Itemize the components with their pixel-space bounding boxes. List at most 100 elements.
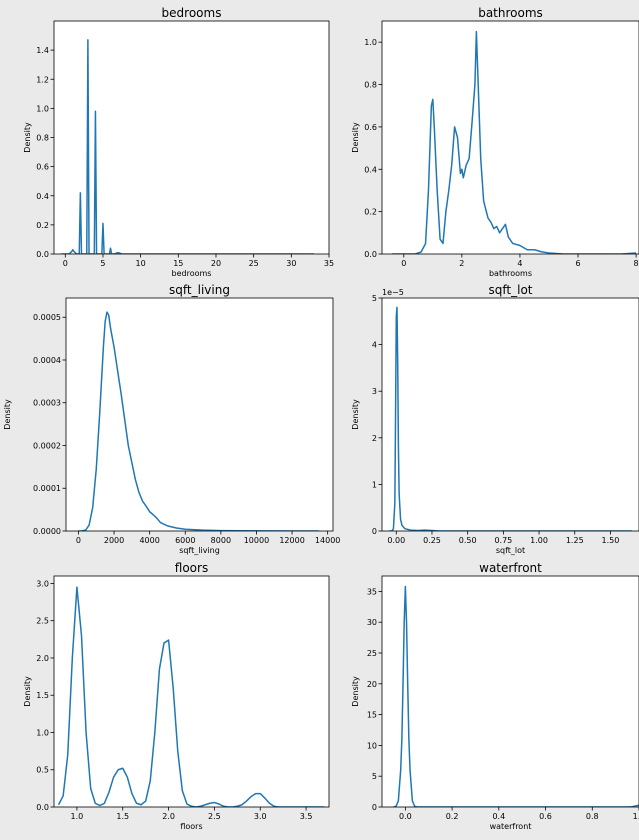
x-tick-label: 0.75 <box>494 536 512 545</box>
x-tick-label: 8 <box>634 259 639 268</box>
x-tick-label: 0 <box>401 259 406 268</box>
x-tick-label: 3.5 <box>300 812 313 821</box>
y-tick-label: 0.0002 <box>33 441 61 450</box>
subplot-title: floors <box>175 561 208 575</box>
subplot-sqft-lot: 0.00 0.25 0.50 0.75 1.00 1.25 1.50 0 1 2 3 4 5 1e−5 sq… <box>351 283 639 555</box>
x-tick-label: 2.0 <box>162 812 175 821</box>
x-tick-label: 1.0 <box>71 812 84 821</box>
x-tick-label: 0 <box>63 259 68 268</box>
density-line <box>392 30 637 254</box>
subplot-sqft-living: 0 2000 4000 6000 8000 10000 12000 14000 0.0000 0.… <box>3 283 340 555</box>
x-tick-label: 25 <box>249 259 259 268</box>
plot-area <box>382 298 639 531</box>
x-axis-label: waterfront <box>490 822 532 831</box>
y-tick-label: 3 <box>372 387 377 396</box>
y-tick-label: 2 <box>372 434 377 443</box>
x-tick-label: 0 <box>76 536 81 545</box>
x-tick-label: 0.8 <box>586 812 599 821</box>
subplot-title: bedrooms <box>162 6 222 20</box>
x-axis-label: floors <box>180 822 202 831</box>
axes-frame <box>65 297 334 532</box>
y-tick-label: 0.8 <box>36 134 49 143</box>
y-tick-label: 0.0001 <box>33 484 61 493</box>
y-offset-label: 1e−5 <box>382 288 404 297</box>
density-line <box>61 39 314 254</box>
subplot-floors: 1.0 1.5 2.0 2.5 3.0 3.5 0.0 0.5 1.0 1.5 2.0 2.5 3.0 f… <box>23 561 330 831</box>
y-tick-label: 0.0000 <box>33 527 61 536</box>
x-axis-label: sqft_living <box>179 546 220 555</box>
y-tick-label: 25 <box>367 649 377 658</box>
y-tick-label: 0.4 <box>364 165 377 174</box>
y-tick-label: 0.5 <box>36 766 49 775</box>
density-line <box>78 311 319 531</box>
y-tick-label: 20 <box>367 680 377 689</box>
y-axis-label: Density <box>351 399 360 430</box>
y-tick-label: 0.6 <box>36 163 49 172</box>
plot-area <box>66 298 333 531</box>
y-tick-label: 10 <box>367 741 377 750</box>
y-axis-label: Density <box>23 676 32 707</box>
axes-frame <box>381 575 639 808</box>
x-tick-label: 1.25 <box>566 536 584 545</box>
y-axis-label: Density <box>3 399 12 430</box>
y-tick-label: 2.0 <box>36 654 49 663</box>
y-tick-label: 0.0 <box>36 250 49 259</box>
subplot-title: sqft_living <box>169 283 230 297</box>
subplot-bathrooms: 0 2 4 6 8 0.0 0.2 0.4 0.6 0.8 1.0 bathrooms bathroom… <box>351 6 639 278</box>
x-tick-label: 14000 <box>315 536 340 545</box>
y-axis-label: Density <box>23 122 32 153</box>
y-tick-label: 1.0 <box>364 38 377 47</box>
x-tick-label: 20 <box>211 259 221 268</box>
y-tick-label: 0.0 <box>364 250 377 259</box>
subplot-waterfront: 0.0 0.2 0.4 0.6 0.8 1.0 0 5 10 15 20 25 30 35 waterfro… <box>351 561 639 831</box>
density-line <box>57 586 325 807</box>
y-tick-label: 0.2 <box>36 221 49 230</box>
x-tick-label: 10 <box>136 259 146 268</box>
x-axis-label: sqft_lot <box>496 546 525 555</box>
x-tick-label: 0.25 <box>423 536 441 545</box>
plot-area <box>54 576 329 807</box>
x-tick-label: 1.00 <box>530 536 548 545</box>
x-tick-label: 1.50 <box>602 536 620 545</box>
x-tick-label: 0.6 <box>539 812 552 821</box>
x-tick-label: 0.2 <box>446 812 459 821</box>
x-tick-label: 0.50 <box>459 536 477 545</box>
y-tick-label: 1.5 <box>36 691 49 700</box>
y-tick-label: 5 <box>372 772 377 781</box>
x-tick-label: 2 <box>459 259 464 268</box>
y-tick-label: 0 <box>372 527 377 536</box>
plot-area <box>382 576 639 807</box>
y-tick-label: 0.0005 <box>33 313 61 322</box>
y-tick-label: 30 <box>367 618 377 627</box>
plot-area <box>54 21 329 254</box>
x-tick-label: 0.0 <box>399 812 412 821</box>
subplot-title: bathrooms <box>478 6 543 20</box>
y-tick-label: 0 <box>372 803 377 812</box>
x-tick-label: 12000 <box>279 536 304 545</box>
y-tick-label: 0.0003 <box>33 399 61 408</box>
y-tick-label: 1.4 <box>36 46 49 55</box>
axes-frame <box>381 297 639 532</box>
x-tick-label: 2.5 <box>208 812 221 821</box>
y-tick-label: 0.2 <box>364 208 377 217</box>
y-tick-label: 0.8 <box>364 81 377 90</box>
x-tick-label: 4 <box>517 259 522 268</box>
x-tick-label: 15 <box>173 259 183 268</box>
x-tick-label: 1.5 <box>116 812 129 821</box>
y-tick-label: 4 <box>372 341 377 350</box>
x-tick-label: 10000 <box>244 536 269 545</box>
y-tick-label: 15 <box>367 711 377 720</box>
x-tick-label: 30 <box>286 259 296 268</box>
subplot-bedrooms: 0 5 10 15 20 25 30 35 0.0 0.2 0.4 0.6 0.8 1.0 1.2 1.4 be… <box>23 6 334 278</box>
y-tick-label: 1.0 <box>36 728 49 737</box>
axes-frame <box>53 575 330 808</box>
x-tick-label: 35 <box>324 259 334 268</box>
plot-area <box>382 21 639 254</box>
x-tick-label: 3.0 <box>254 812 267 821</box>
x-tick-label: 4000 <box>139 536 159 545</box>
x-tick-label: 0.00 <box>387 536 405 545</box>
y-tick-label: 1.2 <box>36 75 49 84</box>
x-axis-label: bedrooms <box>172 269 212 278</box>
x-tick-label: 1.0 <box>633 812 639 821</box>
